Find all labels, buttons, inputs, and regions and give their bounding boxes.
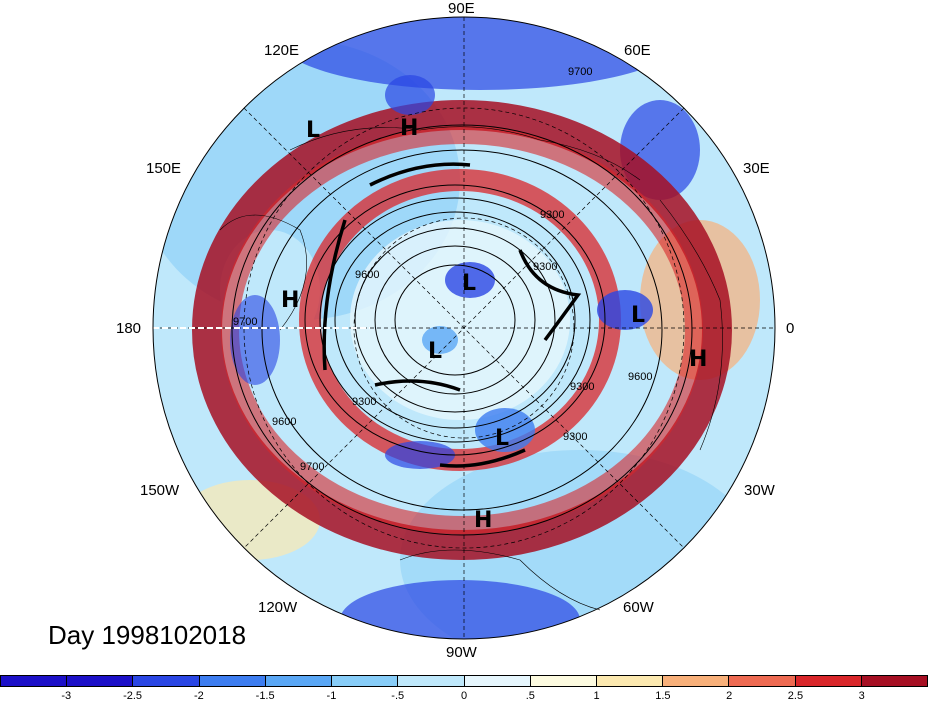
lon-label-60e: 60E [624, 42, 651, 59]
low-center: L [495, 426, 509, 451]
colorbar-tick-label: -2.5 [123, 690, 143, 702]
colorbar-tick-label: -.5 [391, 690, 405, 702]
colorbar-swatch [662, 675, 729, 687]
contour-label: 9600 [355, 269, 379, 281]
colorbar-tick-label: -1.5 [255, 690, 275, 702]
lon-label-150e: 150E [146, 160, 182, 177]
contour-label: 9600 [272, 416, 296, 428]
colorbar-tick-label: 2.5 [787, 690, 804, 702]
contour-label: 9300 [563, 431, 587, 443]
colorbar-swatch [860, 675, 928, 687]
colorbar-tick-label: 2 [726, 690, 733, 702]
colorbar-swatch [728, 675, 795, 687]
lon-label-90w: 90W [446, 644, 477, 661]
high-center: H [474, 508, 492, 533]
contour-label: 9700 [300, 461, 324, 473]
colorbar-swatch [198, 675, 265, 687]
lon-label-30e: 30E [743, 160, 770, 177]
contour-label: 9300 [540, 209, 564, 221]
lon-label-60w: 60W [623, 599, 654, 616]
colorbar-tick-label: -3 [61, 690, 72, 702]
colorbar-swatch [66, 675, 133, 687]
contour-labels: 9700 9600 9300 9300 9300 9600 9700 9300 … [233, 66, 652, 473]
colorbar-tick-label: -1 [326, 690, 337, 702]
coastlines [219, 126, 723, 611]
high-center: H [689, 347, 707, 372]
high-center: H [400, 116, 418, 141]
pressure-centers: L H H L L L H L H [281, 116, 707, 533]
contour-label: 9700 [233, 316, 257, 328]
lon-label-90e: 90E [448, 0, 475, 17]
contour-label: 9300 [352, 396, 376, 408]
lon-label-30w: 30W [744, 482, 775, 499]
colorbar-swatch [397, 675, 464, 687]
colorbar-swatch [132, 675, 199, 687]
colorbar [0, 675, 928, 689]
colorbar-swatch [0, 675, 67, 687]
colorbar-tick-label: .5 [525, 690, 535, 702]
colorbar-swatch [529, 675, 596, 687]
lon-label-180: 180 [116, 320, 142, 337]
lon-label-120w: 120W [258, 599, 298, 616]
lon-label-150w: 150W [140, 482, 180, 499]
colorbar-swatch [331, 675, 398, 687]
lon-label-0: 0 [786, 320, 795, 337]
graticule [153, 17, 775, 639]
contour-label: 9700 [568, 66, 592, 78]
colorbar-swatch [595, 675, 663, 687]
low-center: L [306, 118, 320, 143]
colorbar-tick-label: 1.5 [655, 690, 671, 702]
high-center: H [281, 288, 299, 313]
colorbar-tick-label: 3 [858, 690, 865, 702]
low-center: L [462, 271, 476, 296]
low-center: L [631, 303, 645, 328]
contour-label: 9300 [570, 381, 594, 393]
low-center: L [428, 339, 442, 364]
jet-streaks [322, 162, 582, 468]
colorbar-swatch [264, 675, 332, 687]
contour-label: 9600 [628, 371, 652, 383]
colorbar-tick-label: -2 [193, 690, 204, 702]
lon-label-120e: 120E [264, 42, 300, 59]
colorbar-tick-label: 1 [593, 690, 600, 702]
map-border [152, 16, 776, 640]
contour-label: 9300 [533, 261, 557, 273]
colorbar-tick-label: 0 [460, 690, 468, 702]
colorbar-swatch [794, 675, 861, 687]
colorbar-swatch [463, 675, 530, 687]
day-title: Day 1998102018 [48, 620, 247, 650]
height-contours [231, 124, 693, 536]
